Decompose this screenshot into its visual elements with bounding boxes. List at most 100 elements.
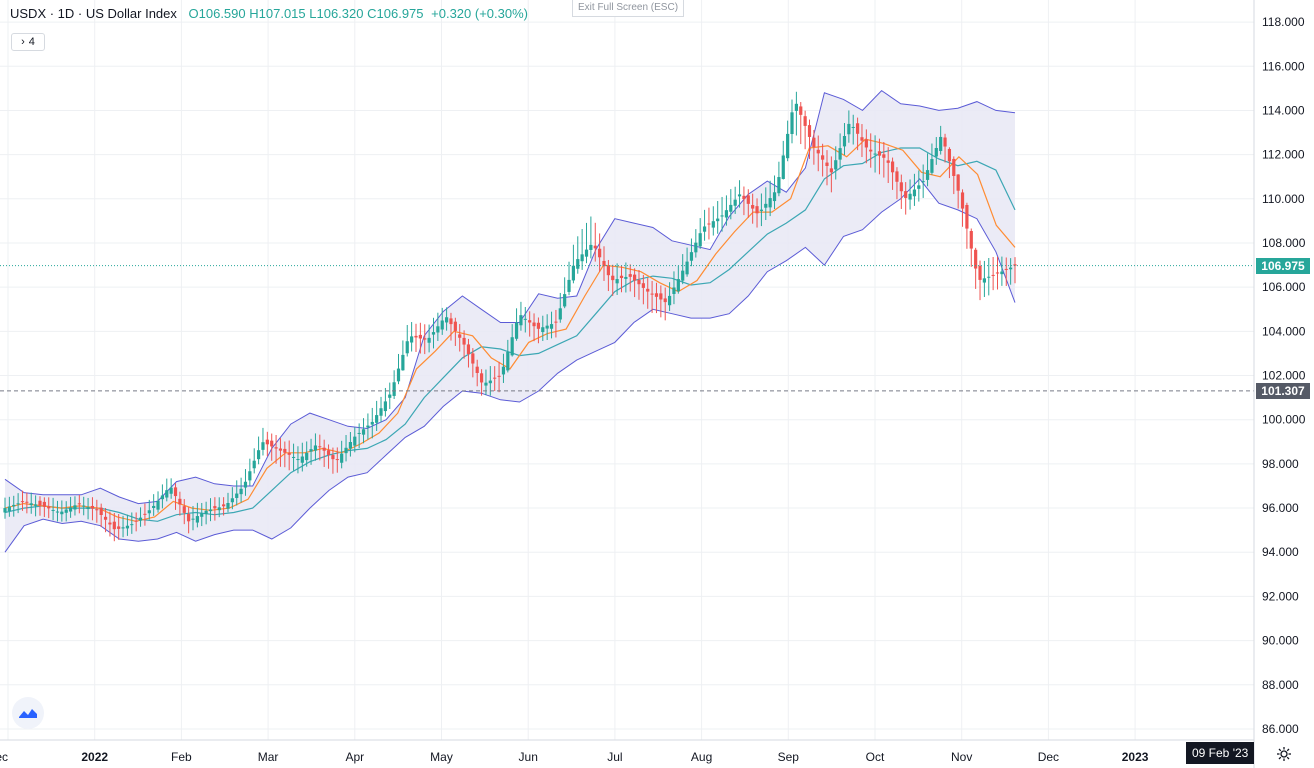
x-tick-label: Aug [691, 750, 712, 764]
candle-body [200, 513, 204, 517]
candle-body [178, 498, 182, 505]
candle-body [475, 366, 479, 373]
candle-body [584, 249, 589, 257]
candle-body [549, 324, 554, 329]
symbol-legend: USDX · 1D · US Dollar Index O106.590 H10… [10, 6, 528, 21]
candle-body [29, 503, 33, 505]
candle-body [816, 149, 820, 154]
candle-body [1009, 267, 1013, 270]
candle-body [191, 518, 195, 520]
candle-body [514, 322, 519, 339]
candle-body [134, 520, 138, 522]
x-tick-label: Apr [345, 750, 364, 764]
candle-body [152, 505, 156, 509]
candle-body [68, 507, 73, 512]
candle-body [974, 249, 978, 269]
candle-body [790, 112, 794, 134]
candle-body [217, 507, 221, 511]
ohlc-close: C106.975 [367, 6, 424, 21]
candle-body [313, 445, 318, 451]
last-price-label: 106.975 [1256, 257, 1310, 274]
symbol-title[interactable]: USDX · 1D · US Dollar Index [10, 6, 177, 21]
candle-body [694, 242, 698, 253]
candle-body [987, 276, 991, 278]
y-tick-label: 88.000 [1262, 678, 1299, 692]
candle-body [751, 205, 755, 209]
candle-body [204, 510, 208, 515]
candle-body [497, 375, 501, 377]
candle-body [628, 274, 632, 277]
candle-body [598, 248, 602, 258]
x-tick-label: May [430, 750, 453, 764]
candle-body [77, 503, 81, 505]
candle-body [646, 288, 650, 292]
candle-body [777, 177, 781, 194]
candle-body [506, 351, 510, 371]
time-axis[interactable]: ec 2022 Feb Mar Apr May Jun Jul Aug Sep Oct Nov Dec 2… [0, 750, 1149, 764]
y-tick-label: 100.000 [1262, 413, 1306, 427]
candle-body [576, 259, 580, 269]
y-tick-label: 110.000 [1262, 192, 1305, 206]
candle-body [1000, 271, 1004, 275]
candle-body [357, 432, 361, 434]
candle-body [904, 191, 908, 198]
candle-body [82, 505, 86, 507]
y-tick-label: 118.000 [1262, 15, 1305, 29]
candle-body [431, 332, 436, 335]
candle-body [226, 503, 230, 509]
candle-body [821, 155, 825, 160]
candle-body [812, 137, 816, 148]
bollinger-lower-band [4, 178, 1016, 553]
candle-body [396, 368, 401, 382]
candle-body [222, 504, 226, 507]
candle-body [689, 252, 694, 261]
candle-body [838, 148, 842, 160]
candle-body [344, 447, 348, 454]
candle-body [580, 254, 584, 262]
candle-body [117, 526, 121, 529]
candle-body [755, 206, 759, 214]
candle-body [322, 447, 326, 451]
candle-body [488, 380, 492, 384]
candle-body [414, 335, 418, 338]
candle-body [794, 103, 798, 111]
candle-body [379, 408, 383, 416]
exit-fullscreen-button[interactable]: Exit Full Screen (ESC) [572, 0, 685, 17]
ohlc-low: L106.320 [309, 6, 364, 21]
candle-body [869, 149, 873, 152]
candle-body [169, 487, 173, 494]
candle-body [917, 185, 921, 189]
candle-body [318, 446, 322, 448]
y-tick-label: 98.000 [1262, 457, 1299, 471]
candle-body [55, 511, 60, 513]
candle-body [1004, 268, 1008, 270]
candle-body [60, 511, 64, 515]
y-tick-label: 94.000 [1262, 545, 1299, 559]
candle-body [239, 488, 243, 495]
candle-body [160, 495, 165, 500]
candle-body [283, 448, 287, 453]
candle-body [300, 456, 304, 463]
candle-body [855, 123, 860, 134]
candle-body [156, 500, 160, 510]
candle-body [436, 326, 440, 333]
gear-icon[interactable] [1276, 746, 1292, 762]
candle-body [138, 517, 143, 521]
candle-body [383, 401, 387, 412]
x-tick-label: Oct [866, 750, 885, 764]
candle-body [103, 516, 108, 520]
x-tick-label: Jul [607, 750, 622, 764]
candle-body [724, 210, 729, 218]
tradingview-logo-icon[interactable] [12, 697, 44, 729]
candle-body [108, 522, 112, 525]
candle-body [86, 507, 90, 510]
candle-body [165, 490, 169, 498]
candle-body [326, 450, 331, 455]
candle-body [939, 136, 943, 151]
indicators-toggle-button[interactable]: › 4 [11, 33, 45, 51]
candle-body [847, 123, 851, 135]
candle-body [353, 436, 357, 446]
candle-body [401, 354, 405, 371]
price-axis[interactable]: 86.000 88.000 90.000 92.000 94.000 96.000 98.0… [1262, 15, 1306, 736]
